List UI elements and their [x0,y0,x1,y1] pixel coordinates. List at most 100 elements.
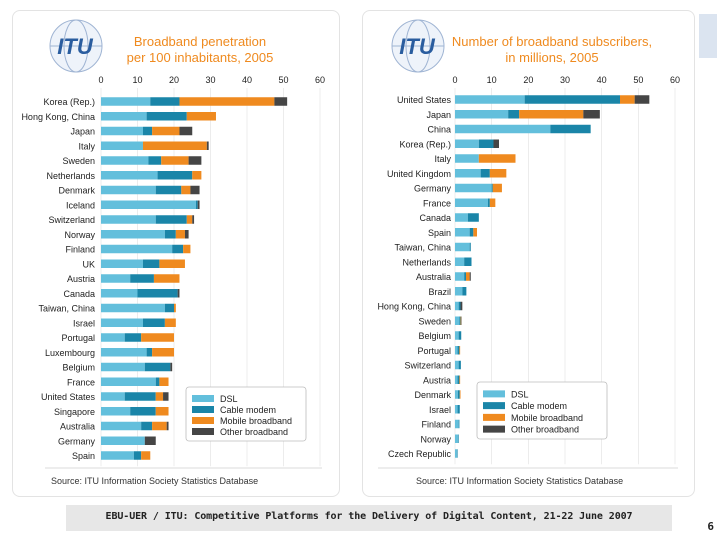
bar-segment [195,200,198,209]
legend-label: Mobile broadband [511,413,583,423]
category-label: United States [397,95,452,105]
bar-segment [620,95,635,104]
bar-segment [124,333,142,342]
category-label: Belgium [418,331,451,341]
chart-title-line: Broadband penetration [134,34,266,49]
category-label: Iceland [66,200,95,210]
bar-segment [458,331,462,340]
bar-segment [101,156,149,165]
bar-segment [455,360,459,370]
bar-segment [458,419,460,429]
bar-segment [101,407,131,416]
legend-swatch [192,406,214,413]
bar-segment [148,156,162,165]
category-label: Switzerland [48,215,95,225]
category-label: Czech Republic [388,449,452,459]
legend-swatch [192,395,214,402]
bar-segment [457,346,460,355]
bar-segment [172,244,184,254]
bar-segment [455,139,479,148]
bar-segment [455,287,463,296]
category-label: Germany [414,184,452,194]
legend-swatch [483,390,505,398]
bar-segment [101,244,173,254]
bar-segment [550,124,591,134]
category-label: China [427,125,451,135]
bar-segment [133,451,142,460]
bar-segment [508,110,520,119]
bar-segment [455,110,509,119]
x-tick-label: 20 [169,75,179,85]
bar-segment [101,362,145,372]
bar-segment [152,348,174,357]
page-number: 6 [707,520,714,533]
category-label: Finland [65,245,95,255]
bar-segment [101,112,147,121]
bar-segment [130,407,156,416]
x-tick-label: 40 [242,75,252,85]
bar-segment [166,421,169,431]
bar-segment [142,318,165,327]
bar-segment [155,377,160,386]
x-tick-label: 40 [597,75,607,85]
category-label: Korea (Rep.) [399,139,451,149]
bar-segment [455,272,465,281]
bar-segment [150,97,180,106]
category-label: Brazil [428,287,451,297]
bar-segment [455,198,488,207]
bar-segment [478,154,516,163]
bar-segment [455,213,468,222]
category-label: Taiwan, China [38,304,95,314]
bar-segment [493,139,499,148]
bar-segment [164,318,176,327]
bar-segment [141,333,174,342]
category-label: Singapore [54,407,95,417]
bar-segment [101,185,156,195]
bar-segment [455,95,525,104]
category-label: Australia [60,422,95,432]
bar-segment [141,451,151,460]
category-label: Israel [73,318,95,328]
bar-segment [457,390,460,399]
category-label: Hong Kong, China [377,302,451,312]
bar-segment [192,171,202,180]
legend-label: Other broadband [511,425,579,435]
bar-segment [146,348,153,357]
bar-segment [177,289,180,298]
x-tick-label: 50 [633,75,643,85]
bar-segment [274,97,288,106]
bar-segment [146,112,187,121]
category-label: Spain [72,451,95,461]
bar-segment [142,126,153,136]
bar-segment [155,185,182,195]
bar-segment [164,303,174,313]
bar-segment [466,272,470,281]
x-tick-label: 20 [523,75,533,85]
category-label: Korea (Rep.) [43,97,95,107]
bar-segment [455,154,479,163]
bar-segment [101,230,165,239]
category-label: Denmark [414,390,451,400]
bar-segment [190,185,200,195]
bar-segment [455,434,458,443]
bar-segment [155,392,164,401]
category-label: Belgium [62,363,95,373]
bar-segment [101,274,131,283]
bar-segment [469,272,471,281]
bar-segment [458,360,461,370]
bar-segment [141,421,153,431]
bar-segment [459,390,461,399]
bar-segment [524,95,620,104]
bar-segment [144,436,156,445]
bar-segment [455,331,459,340]
legend-swatch [483,413,505,421]
bar-segment [464,257,472,266]
bar-segment [155,407,169,416]
x-tick-label: 60 [315,75,325,85]
category-label: Hong Kong, China [21,112,95,122]
legend-box [185,386,307,442]
category-label: Switzerland [404,361,451,371]
bar-segment [491,183,493,193]
bar-segment [101,171,158,180]
bar-segment [489,198,496,207]
